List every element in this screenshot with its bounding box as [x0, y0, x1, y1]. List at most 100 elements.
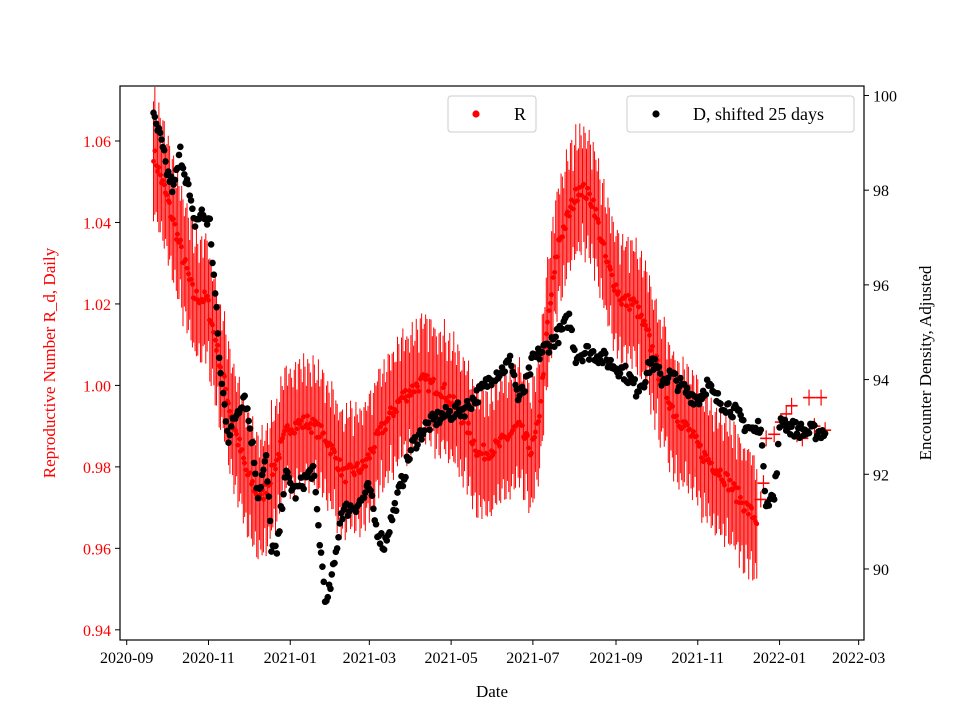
d-point	[589, 348, 597, 355]
d-point	[292, 495, 299, 502]
right-y-tick-label: 98	[873, 183, 889, 200]
d-point	[525, 364, 533, 371]
d-point	[317, 549, 325, 556]
right-y-tick-label: 96	[873, 278, 889, 295]
d-point	[664, 374, 672, 382]
d-point	[266, 517, 274, 525]
d-point	[185, 180, 192, 188]
d-point	[209, 259, 216, 267]
d-point	[300, 485, 307, 493]
d-point	[156, 129, 164, 137]
d-point	[425, 419, 432, 427]
d-point	[510, 371, 518, 379]
d-point	[407, 446, 415, 454]
d-point	[601, 349, 609, 357]
d-point	[265, 493, 273, 500]
d-point	[376, 540, 384, 547]
d-point	[280, 490, 287, 498]
d-point	[811, 422, 818, 429]
x-tick-label: 2022-01	[753, 650, 806, 667]
d-point	[260, 466, 267, 474]
d-point	[370, 505, 377, 513]
d-point	[392, 507, 400, 515]
d-point	[328, 571, 336, 578]
d-point	[215, 354, 223, 362]
x-tick-label: 2020-11	[182, 650, 235, 667]
d-point	[584, 343, 592, 350]
left-y-tick-label: 0.96	[83, 541, 111, 558]
legend-d-box	[626, 95, 855, 133]
d-point	[327, 585, 334, 593]
d-point	[677, 374, 684, 382]
d-point	[702, 391, 710, 398]
d-point	[565, 310, 573, 318]
d-point	[245, 417, 252, 425]
d-point	[640, 384, 648, 391]
d-point	[219, 389, 227, 397]
d-point	[402, 473, 409, 481]
d-point	[227, 422, 235, 430]
d-point	[406, 455, 413, 463]
d-point	[388, 516, 396, 524]
right-y-tick-label: 94	[873, 373, 889, 390]
d-point	[454, 399, 462, 406]
plot-frame	[119, 85, 865, 641]
d-point	[421, 427, 428, 434]
d-point	[360, 494, 368, 502]
d-point	[203, 221, 211, 228]
d-point	[225, 439, 232, 447]
d-point	[252, 470, 259, 478]
legend-r-marker	[472, 110, 480, 118]
d-point	[339, 515, 346, 523]
legend-d: D, shifted 25 days	[626, 95, 855, 133]
d-point	[774, 440, 782, 448]
d-point	[506, 352, 514, 360]
x-tick-label: 2021-07	[506, 650, 559, 667]
d-point	[254, 494, 262, 502]
x-tick-label: 2020-09	[100, 650, 153, 667]
d-point	[467, 405, 475, 413]
d-point	[335, 533, 342, 541]
left-y-tick-label: 1.02	[83, 297, 111, 314]
d-point	[372, 520, 380, 528]
d-point	[501, 368, 509, 375]
d-point	[364, 479, 372, 487]
d-point	[213, 303, 220, 311]
d-point	[162, 158, 169, 165]
d-point	[187, 197, 195, 204]
d-point	[442, 403, 450, 411]
d-point	[312, 488, 320, 496]
d-point	[268, 548, 275, 555]
d-point	[177, 143, 184, 151]
d-point	[319, 563, 326, 570]
d-point	[725, 400, 732, 407]
legend-r-label: R	[514, 104, 526, 124]
d-point	[521, 388, 529, 395]
d-point	[585, 356, 593, 363]
legend-d-marker	[652, 110, 660, 118]
d-point	[568, 326, 576, 334]
d-point	[262, 452, 270, 459]
d-point	[695, 400, 703, 408]
d-point	[545, 349, 553, 356]
d-point	[821, 430, 829, 437]
d-point	[651, 355, 659, 363]
x-tick-label: 2021-05	[424, 650, 477, 667]
left-y-tick-label: 0.94	[83, 623, 111, 640]
d-point	[315, 521, 322, 529]
d-point	[760, 463, 767, 470]
d-point	[221, 401, 228, 408]
d-point	[805, 429, 813, 437]
d-point	[250, 459, 258, 467]
d-point	[740, 416, 747, 424]
x-tick-label: 2021-11	[671, 650, 724, 667]
d-point	[175, 151, 183, 159]
d-point	[579, 357, 586, 365]
d-point	[284, 469, 291, 476]
left-y-tick-label: 0.98	[83, 460, 111, 477]
d-point	[671, 370, 679, 378]
d-point	[690, 401, 698, 408]
d-point	[781, 416, 789, 424]
d-point	[508, 362, 515, 370]
